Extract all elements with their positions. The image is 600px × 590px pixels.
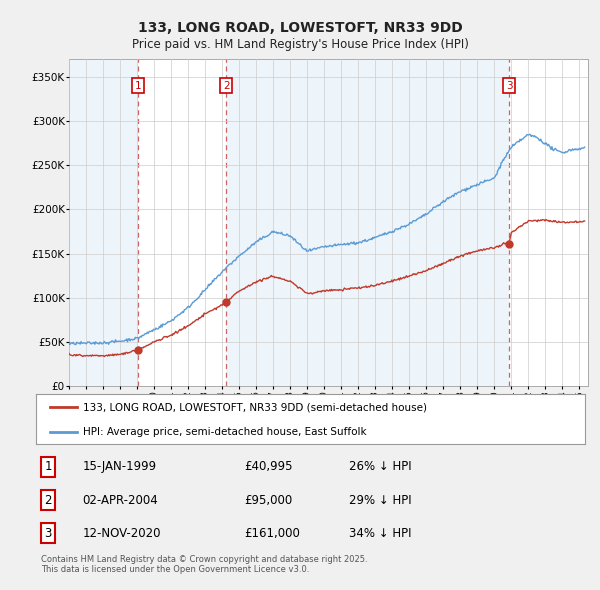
Text: 34% ↓ HPI: 34% ↓ HPI [349,526,412,540]
Text: 3: 3 [506,81,512,90]
Text: £161,000: £161,000 [245,526,301,540]
Text: 2: 2 [44,493,52,507]
Bar [69,59,138,386]
Text: 12-NOV-2020: 12-NOV-2020 [83,526,161,540]
Text: 133, LONG ROAD, LOWESTOFT, NR33 9DD (semi-detached house): 133, LONG ROAD, LOWESTOFT, NR33 9DD (sem… [83,402,427,412]
Text: 29% ↓ HPI: 29% ↓ HPI [349,493,412,507]
Text: 1: 1 [44,460,52,474]
Text: 1: 1 [134,81,141,90]
Text: HPI: Average price, semi-detached house, East Suffolk: HPI: Average price, semi-detached house,… [83,427,366,437]
Text: £95,000: £95,000 [245,493,293,507]
Text: 2: 2 [223,81,230,90]
Text: 02-APR-2004: 02-APR-2004 [83,493,158,507]
Text: £40,995: £40,995 [245,460,293,474]
Text: Price paid vs. HM Land Registry's House Price Index (HPI): Price paid vs. HM Land Registry's House … [131,38,469,51]
Text: Contains HM Land Registry data © Crown copyright and database right 2025.
This d: Contains HM Land Registry data © Crown c… [41,555,368,574]
Text: 26% ↓ HPI: 26% ↓ HPI [349,460,412,474]
Text: 133, LONG ROAD, LOWESTOFT, NR33 9DD: 133, LONG ROAD, LOWESTOFT, NR33 9DD [137,21,463,35]
Bar [226,59,509,386]
Text: 15-JAN-1999: 15-JAN-1999 [83,460,157,474]
Text: 3: 3 [44,526,52,540]
